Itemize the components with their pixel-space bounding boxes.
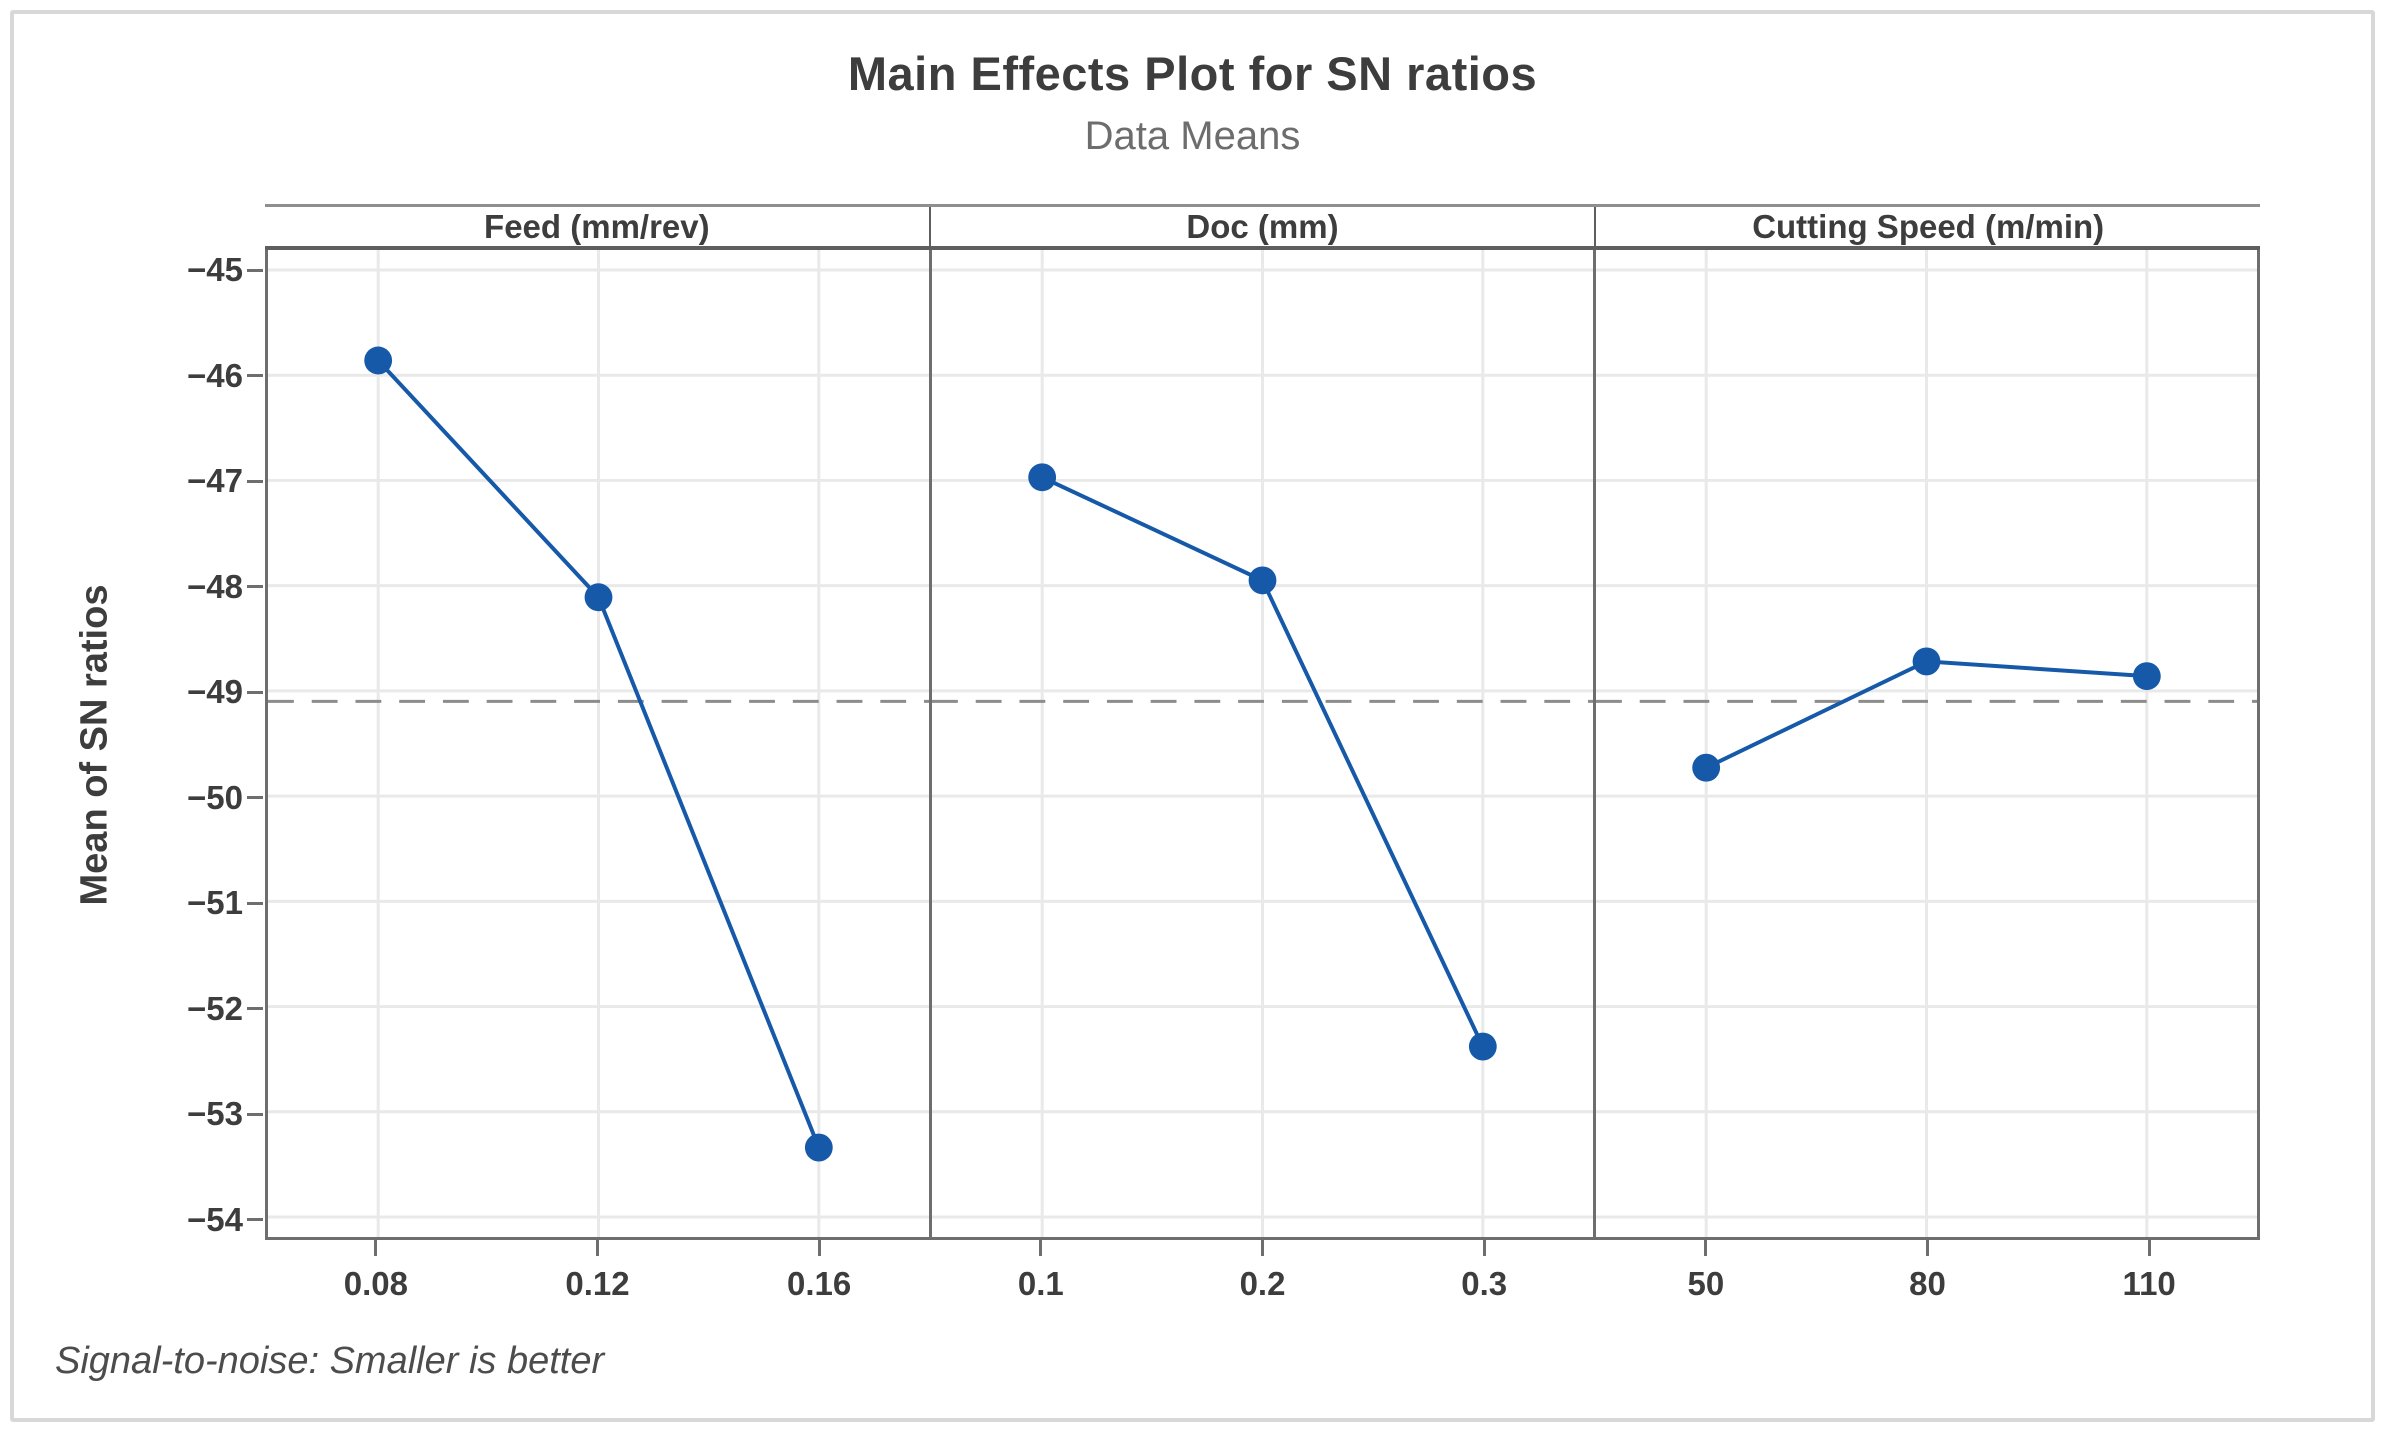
- x-tick-label: 80: [1909, 1265, 1946, 1302]
- x-tick-mark: [1926, 1240, 1929, 1256]
- y-tick-mark: [247, 901, 263, 905]
- y-tick-label: −46: [187, 356, 243, 394]
- y-tick-mark: [247, 796, 263, 800]
- y-tick-label: −50: [187, 778, 243, 816]
- x-tick-mark: [1261, 1240, 1264, 1256]
- data-point-marker: [1248, 566, 1277, 595]
- x-tick-mark: [2147, 1240, 2151, 1256]
- data-point-marker: [1912, 647, 1941, 676]
- x-tick-label: 0.12: [565, 1265, 630, 1302]
- y-tick-label: −53: [187, 1095, 243, 1133]
- y-tick-label: −51: [187, 884, 243, 922]
- x-tick-mark: [1704, 1240, 1708, 1256]
- panel-header: Doc (mm): [931, 207, 1597, 246]
- x-tick-label: 50: [1687, 1265, 1725, 1302]
- data-point-marker: [2132, 662, 2161, 691]
- x-tick-mark: [1039, 1240, 1043, 1256]
- x-tick-label: 0.3: [1461, 1265, 1508, 1302]
- chart-title: Main Effects Plot for SN ratios: [847, 47, 1538, 100]
- y-tick-label: −52: [187, 989, 243, 1027]
- y-tick-label: −54: [187, 1200, 243, 1238]
- panel-svg: [932, 250, 1593, 1237]
- footnote: Signal-to-noise: Smaller is better: [55, 1340, 605, 1382]
- y-tick-label: −49: [187, 673, 243, 711]
- y-axis-title: Mean of SN ratios: [73, 584, 116, 906]
- x-tick-mark: [374, 1240, 378, 1256]
- y-tick-mark: [247, 1112, 263, 1116]
- y-tick-mark: [247, 268, 263, 272]
- x-tick-label: 110: [2122, 1265, 2176, 1302]
- plot-area: [265, 250, 2260, 1240]
- y-tick-label: −47: [187, 462, 243, 500]
- data-point-marker: [1692, 753, 1721, 782]
- y-tick-label: −48: [187, 567, 243, 605]
- x-tick-label: 0.08: [343, 1265, 408, 1302]
- panel-3: [1596, 250, 2257, 1237]
- y-tick-mark: [247, 585, 263, 589]
- data-point-marker: [584, 583, 613, 612]
- x-tick-mark: [596, 1240, 599, 1256]
- panel-header: Cutting Speed (m/min): [1752, 207, 2105, 245]
- y-tick-mark: [247, 1218, 263, 1222]
- panel-header: Feed (mm/rev): [265, 207, 931, 246]
- panel-1: [268, 250, 932, 1237]
- y-tick-mark: [247, 479, 263, 483]
- y-tick-mark: [247, 1007, 263, 1011]
- panel-svg: [1596, 250, 2257, 1237]
- data-point-marker: [804, 1133, 833, 1162]
- y-tick-mark: [247, 374, 263, 378]
- x-tick-label: 0.16: [787, 1265, 852, 1302]
- x-tick-mark: [817, 1240, 821, 1256]
- panel-header-row: Feed (mm/rev) Doc (mm) Cutting Speed (m/mi…: [265, 204, 2260, 250]
- panel-2: [932, 250, 1596, 1237]
- panel-svg: [268, 250, 929, 1237]
- data-point-marker: [364, 346, 393, 375]
- data-point-marker: [1028, 463, 1057, 492]
- x-tick-label: 0.2: [1239, 1265, 1286, 1302]
- x-tick-label: 0.1: [1017, 1265, 1064, 1302]
- chart-subtitle: Data Means: [1084, 114, 1301, 158]
- data-point-marker: [1468, 1032, 1497, 1061]
- x-tick-mark: [1482, 1240, 1486, 1256]
- y-tick-label: −45: [187, 251, 243, 289]
- y-tick-mark: [247, 690, 263, 694]
